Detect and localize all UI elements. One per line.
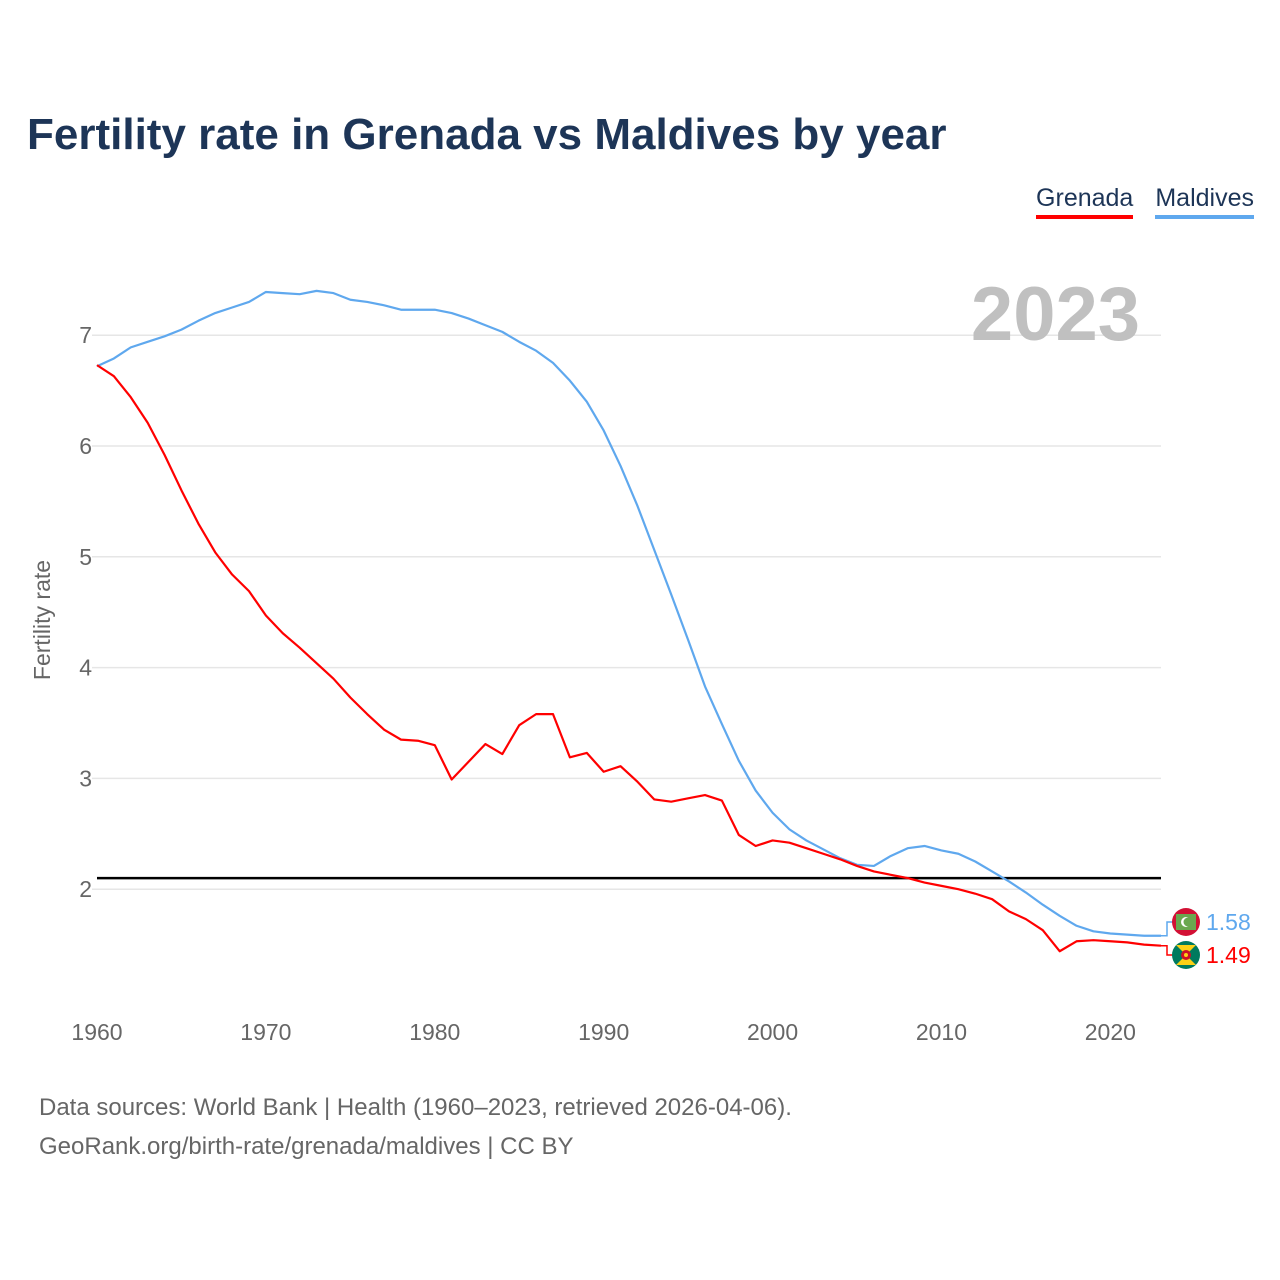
source-url: GeoRank.org/birth-rate/grenada/maldives … <box>39 1133 574 1160</box>
end-connector <box>1161 921 1173 937</box>
end-value-label-maldives: 1.58 <box>1206 909 1251 935</box>
x-tick-label: 1980 <box>409 1019 460 1045</box>
grenada-flag-icon <box>1172 941 1200 969</box>
y-tick-label: 7 <box>79 322 92 348</box>
y-tick-label: 2 <box>79 876 92 902</box>
source-note: Data sources: World Bank | Health (1960–… <box>39 1094 792 1121</box>
y-tick-label: 6 <box>79 433 92 459</box>
series-line-grenada <box>96 364 1162 953</box>
footer: Data sources: World Bank | Health (1960–… <box>39 1088 792 1166</box>
end-connector <box>1161 944 1173 956</box>
x-tick-label: 2010 <box>916 1019 967 1045</box>
end-value-label-grenada: 1.49 <box>1206 942 1251 968</box>
y-tick-label: 3 <box>79 765 92 791</box>
y-axis-label: Fertility rate <box>29 560 55 680</box>
y-tick-label: 5 <box>79 544 92 570</box>
year-watermark: 2023 <box>971 272 1140 357</box>
x-tick-label: 1990 <box>578 1019 629 1045</box>
x-tick-label: 1960 <box>71 1019 122 1045</box>
maldives-flag-icon <box>1172 908 1200 936</box>
x-tick-label: 2020 <box>1085 1019 1136 1045</box>
y-tick-label: 4 <box>79 655 92 681</box>
legend-grenada[interactable]: Grenada <box>1036 184 1134 219</box>
legend: Grenada Maldives <box>1036 184 1254 219</box>
x-tick-label: 1970 <box>240 1019 291 1045</box>
x-tick-label: 2000 <box>747 1019 798 1045</box>
series-line-maldives <box>96 289 1161 937</box>
chart-title: Fertility rate in Grenada vs Maldives by… <box>27 110 947 159</box>
legend-maldives[interactable]: Maldives <box>1155 184 1254 219</box>
flag-star <box>1184 953 1188 957</box>
crescent-cut <box>1183 917 1193 927</box>
